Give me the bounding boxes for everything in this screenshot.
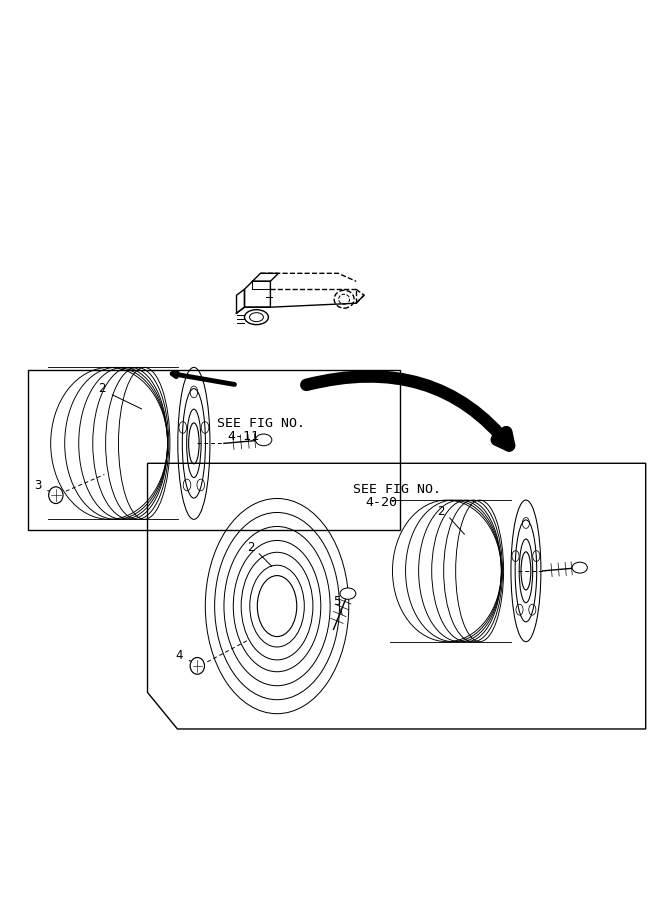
Ellipse shape bbox=[49, 487, 63, 503]
Ellipse shape bbox=[572, 562, 588, 573]
Text: 3: 3 bbox=[34, 480, 41, 492]
Text: 4: 4 bbox=[175, 650, 183, 662]
Ellipse shape bbox=[340, 588, 356, 599]
Text: 4-11: 4-11 bbox=[227, 429, 259, 443]
Text: 2: 2 bbox=[247, 541, 254, 554]
Text: 2: 2 bbox=[438, 505, 445, 518]
Bar bbox=[28, 370, 400, 530]
Text: SEE FIG NO.: SEE FIG NO. bbox=[217, 417, 305, 430]
Text: 2: 2 bbox=[99, 382, 106, 395]
Text: 5: 5 bbox=[333, 595, 341, 608]
Ellipse shape bbox=[190, 658, 205, 674]
Text: SEE FIG NO.: SEE FIG NO. bbox=[354, 483, 442, 497]
Text: 4-20: 4-20 bbox=[366, 496, 398, 509]
Ellipse shape bbox=[255, 434, 272, 446]
